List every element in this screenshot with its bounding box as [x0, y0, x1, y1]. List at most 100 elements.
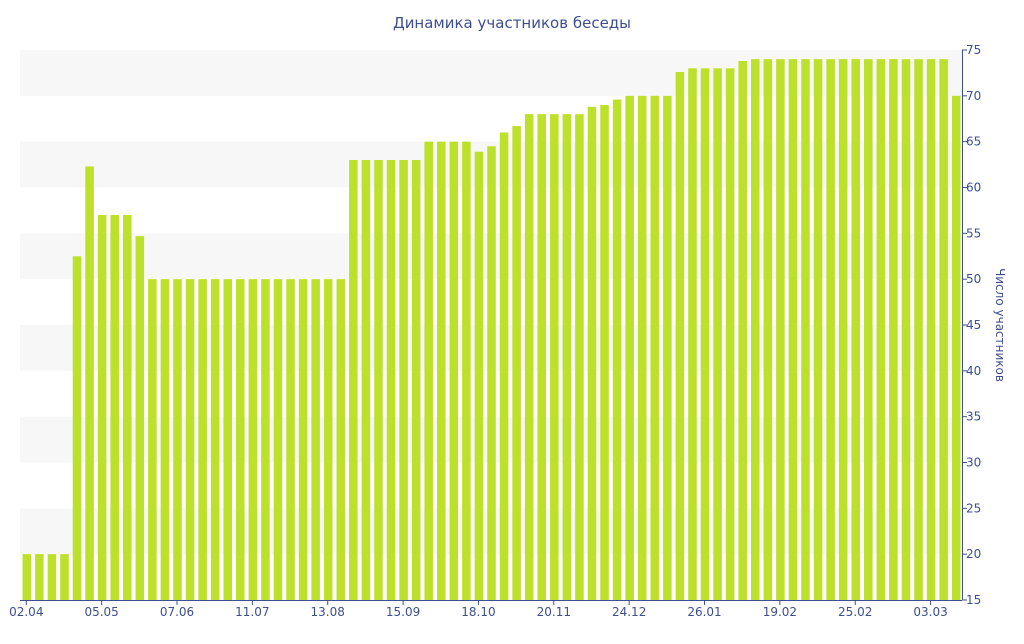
bar: [173, 279, 182, 600]
bar: [801, 59, 810, 600]
bar: [675, 72, 685, 600]
bar: [951, 95, 961, 600]
bar: [47, 554, 57, 600]
bar: [399, 160, 408, 600]
bar: [738, 61, 747, 600]
bar: [85, 166, 94, 600]
bar: [223, 279, 233, 600]
bar: [914, 59, 923, 600]
bar: [60, 554, 69, 600]
bar: [826, 59, 835, 600]
bar: [663, 95, 672, 600]
bar: [323, 279, 333, 600]
bar: [851, 59, 861, 600]
bar: [813, 59, 823, 600]
bar: [336, 279, 346, 600]
bar: [148, 279, 157, 600]
bar: [499, 132, 509, 600]
bar: [587, 106, 597, 600]
bar: [650, 95, 660, 600]
x-tick-label: 15.09: [386, 605, 420, 619]
bar: [462, 141, 471, 600]
bar: [550, 114, 559, 601]
bar: [97, 215, 107, 600]
bar: [110, 215, 119, 600]
x-tick-label: 03.03: [913, 605, 947, 619]
bar: [926, 59, 936, 600]
bar: [562, 114, 572, 601]
bar: [688, 68, 697, 601]
bar: [889, 59, 898, 600]
bar: [487, 146, 496, 600]
y-tick-label: 25: [966, 501, 981, 515]
y-tick-label: 20: [966, 547, 981, 561]
y-tick-label: 70: [966, 89, 981, 103]
y-tick-label: 35: [966, 410, 981, 424]
x-tick-label: 02.04: [9, 605, 43, 619]
bar: [424, 141, 433, 600]
x-tick-label: 13.08: [311, 605, 345, 619]
bar: [411, 160, 421, 600]
x-tick-label: 19.02: [763, 605, 797, 619]
bar: [600, 105, 609, 600]
bar: [713, 68, 722, 601]
bar: [700, 68, 710, 601]
bar: [210, 279, 220, 600]
bar: [625, 95, 634, 600]
bar: [474, 151, 484, 600]
bar: [725, 68, 735, 601]
bar: [750, 59, 760, 600]
x-tick-label: 24.12: [612, 605, 646, 619]
bar: [763, 59, 773, 600]
x-tick-label: 05.05: [84, 605, 118, 619]
bar: [72, 256, 82, 600]
bar: [864, 59, 873, 600]
bar: [261, 279, 270, 600]
bar: [386, 160, 396, 600]
x-tick-label: 11.07: [235, 605, 269, 619]
bar: [788, 59, 798, 600]
x-tick-label: 25.02: [838, 605, 872, 619]
axes: 15 20 25 30 35 40 45 50 55 60 65 70 75 02.04 05.05 07.0…: [9, 43, 981, 619]
y-tick-label: 60: [966, 181, 981, 195]
bar: [838, 59, 848, 600]
bar-series: [22, 59, 961, 601]
bar: [901, 59, 911, 600]
bar: [135, 236, 145, 601]
bar: [160, 279, 170, 600]
bar: [939, 59, 948, 600]
x-tick-label: 20.11: [537, 605, 571, 619]
bar: [236, 279, 245, 600]
bar: [248, 279, 258, 600]
bar: [876, 59, 886, 600]
y-tick-label: 50: [966, 272, 981, 286]
bar: [524, 114, 534, 601]
chart-title: Динамика участников беседы: [393, 14, 631, 32]
bar: [637, 95, 647, 600]
bar: [537, 114, 547, 601]
bar: [612, 99, 622, 600]
bar: [22, 554, 32, 600]
bar: [575, 114, 584, 601]
y-tick-label: 65: [966, 135, 981, 149]
bar: [311, 279, 320, 600]
bar: [449, 141, 459, 600]
bar: [198, 279, 207, 600]
bar: [286, 279, 295, 600]
bar: [776, 59, 785, 600]
y-tick-label: 30: [966, 456, 981, 470]
y-tick-label: 55: [966, 226, 981, 240]
y-tick-label: 75: [966, 43, 981, 57]
y-axis-label: Число участников: [993, 268, 1007, 382]
x-tick-label: 18.10: [461, 605, 495, 619]
bar: [436, 141, 446, 600]
bar: [185, 279, 195, 600]
bar: [374, 160, 383, 600]
x-tick-label: 26.01: [687, 605, 721, 619]
bar: [349, 160, 358, 600]
bar: [512, 126, 521, 600]
bar: [35, 554, 44, 600]
y-tick-label: 15: [966, 593, 981, 607]
bar: [122, 215, 132, 600]
